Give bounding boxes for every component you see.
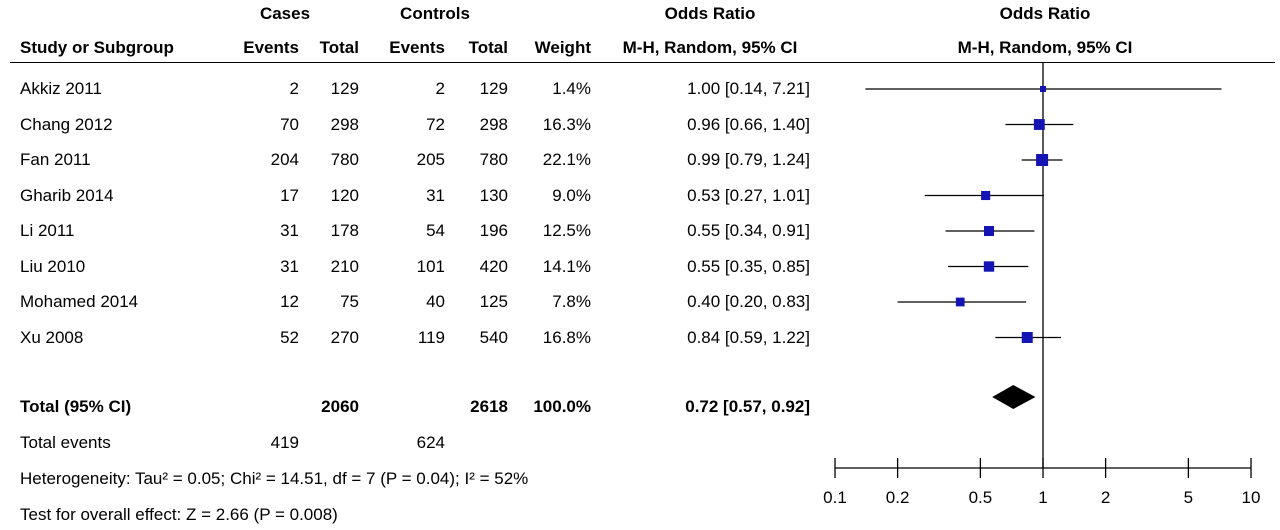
controls-events: 119 [417, 327, 445, 347]
effect-marker [1036, 154, 1049, 166]
study-ci: 0.96 [0.66, 1.40] [687, 114, 810, 134]
x-tick-label: 10 [1242, 488, 1261, 507]
study-name: Mohamed 2014 [20, 292, 139, 311]
controls-total: 540 [479, 327, 508, 347]
cases-total: 780 [330, 150, 359, 169]
cases-total: 270 [330, 327, 359, 347]
effect-marker [1039, 85, 1047, 93]
controls-total: 130 [479, 185, 508, 205]
events1-header: Events [243, 38, 299, 57]
header-rule [10, 62, 1275, 63]
pooled-diamond [992, 385, 1036, 409]
controls-events: 72 [426, 114, 445, 134]
total-weight: 100.0% [533, 397, 591, 416]
total-ci: 0.72 [0.57, 0.92] [685, 397, 810, 416]
study-ci: 0.40 [0.20, 0.83] [687, 292, 810, 311]
weight-header: Weight [534, 38, 591, 57]
x-tick-label: 1 [1038, 488, 1047, 507]
study-weight: 1.4% [552, 79, 591, 98]
study-weight: 9.0% [552, 185, 591, 205]
x-tick-label: 5 [1184, 488, 1193, 507]
controls-events: 101 [416, 256, 445, 276]
cases-total: 75 [340, 292, 359, 311]
cases-total: 210 [330, 256, 359, 276]
cases-events: 31 [280, 256, 299, 276]
total-events-cases: 419 [270, 433, 299, 452]
controls-events: 31 [426, 185, 445, 205]
controls-events: 2 [435, 79, 445, 98]
total-events-controls: 624 [416, 433, 445, 452]
cases-events: 52 [280, 327, 299, 347]
effect-marker [1033, 119, 1045, 130]
controls-events: 54 [426, 221, 445, 240]
study-name: Liu 2010 [20, 256, 86, 276]
controls-total: 125 [479, 292, 508, 311]
controls-header: Controls [400, 4, 470, 23]
study-name: Akkiz 2011 [20, 79, 102, 98]
cases-events: 12 [280, 292, 299, 311]
study-ci: 0.84 [0.59, 1.22] [687, 327, 810, 347]
cases-total: 120 [330, 185, 359, 205]
study-ci: 0.53 [0.27, 1.01] [687, 185, 810, 205]
method-header-right: M-H, Random, 95% CI [957, 38, 1133, 57]
total2-header: Total [468, 38, 508, 57]
effect-marker [981, 190, 991, 201]
study-name: Li 2011 [20, 221, 75, 240]
study-name: Xu 2008 [20, 327, 84, 347]
cases-total: 178 [330, 221, 359, 240]
total-label: Total (95% CI) [20, 397, 132, 416]
study-name: Chang 2012 [20, 114, 113, 134]
total-events-label: Total events [20, 433, 111, 452]
study-weight: 14.1% [542, 256, 591, 276]
method-header-left: M-H, Random, 95% CI [622, 38, 798, 57]
heterogeneity-text: Heterogeneity: Tau² = 0.05; Chi² = 14.51… [20, 469, 529, 488]
x-tick-label: 2 [1101, 488, 1110, 507]
total1-header: Total [319, 38, 359, 57]
x-tick-label: 0.1 [823, 488, 847, 507]
cases-total: 298 [330, 114, 359, 134]
controls-total: 196 [479, 221, 508, 240]
controls-total: 420 [479, 256, 508, 276]
study-ci: 0.55 [0.35, 0.85] [687, 256, 810, 276]
controls-total: 129 [479, 79, 508, 98]
study-header: Study or Subgroup [20, 38, 174, 57]
x-tick-label: 0.2 [886, 488, 910, 507]
controls-events: 40 [426, 292, 445, 311]
effect-marker [955, 297, 965, 307]
study-weight: 16.8% [542, 327, 591, 347]
overall-effect-text: Test for overall effect: Z = 2.66 (P = 0… [20, 505, 338, 524]
study-ci: 1.00 [0.14, 7.21] [687, 79, 810, 98]
study-ci: 0.55 [0.34, 0.91] [687, 221, 810, 240]
effect-marker [1021, 332, 1033, 343]
odds-ratio-header-left: Odds Ratio [664, 4, 756, 23]
cases-events: 17 [280, 185, 299, 205]
cases-events: 31 [280, 221, 299, 240]
study-weight: 12.5% [542, 221, 591, 240]
cases-events: 2 [289, 79, 299, 98]
study-ci: 0.99 [0.79, 1.24] [687, 150, 810, 169]
study-weight: 22.1% [542, 150, 591, 169]
study-name: Fan 2011 [20, 150, 91, 169]
cases-header: Cases [259, 4, 311, 23]
study-weight: 16.3% [542, 114, 591, 134]
controls-events: 205 [416, 150, 445, 169]
total-cases: 2060 [321, 397, 359, 416]
effect-marker [983, 225, 995, 237]
odds-ratio-header-right: Odds Ratio [999, 4, 1091, 23]
x-tick-label: 0.5 [969, 488, 993, 507]
controls-total: 298 [479, 114, 508, 134]
cases-events: 204 [270, 150, 299, 169]
cases-total: 129 [330, 79, 359, 98]
total-controls: 2618 [470, 397, 508, 416]
study-weight: 7.8% [552, 292, 591, 311]
study-name: Gharib 2014 [20, 185, 114, 205]
effect-marker [983, 261, 995, 272]
cases-events: 70 [280, 114, 299, 134]
controls-total: 780 [479, 150, 508, 169]
events2-header: Events [389, 38, 445, 57]
